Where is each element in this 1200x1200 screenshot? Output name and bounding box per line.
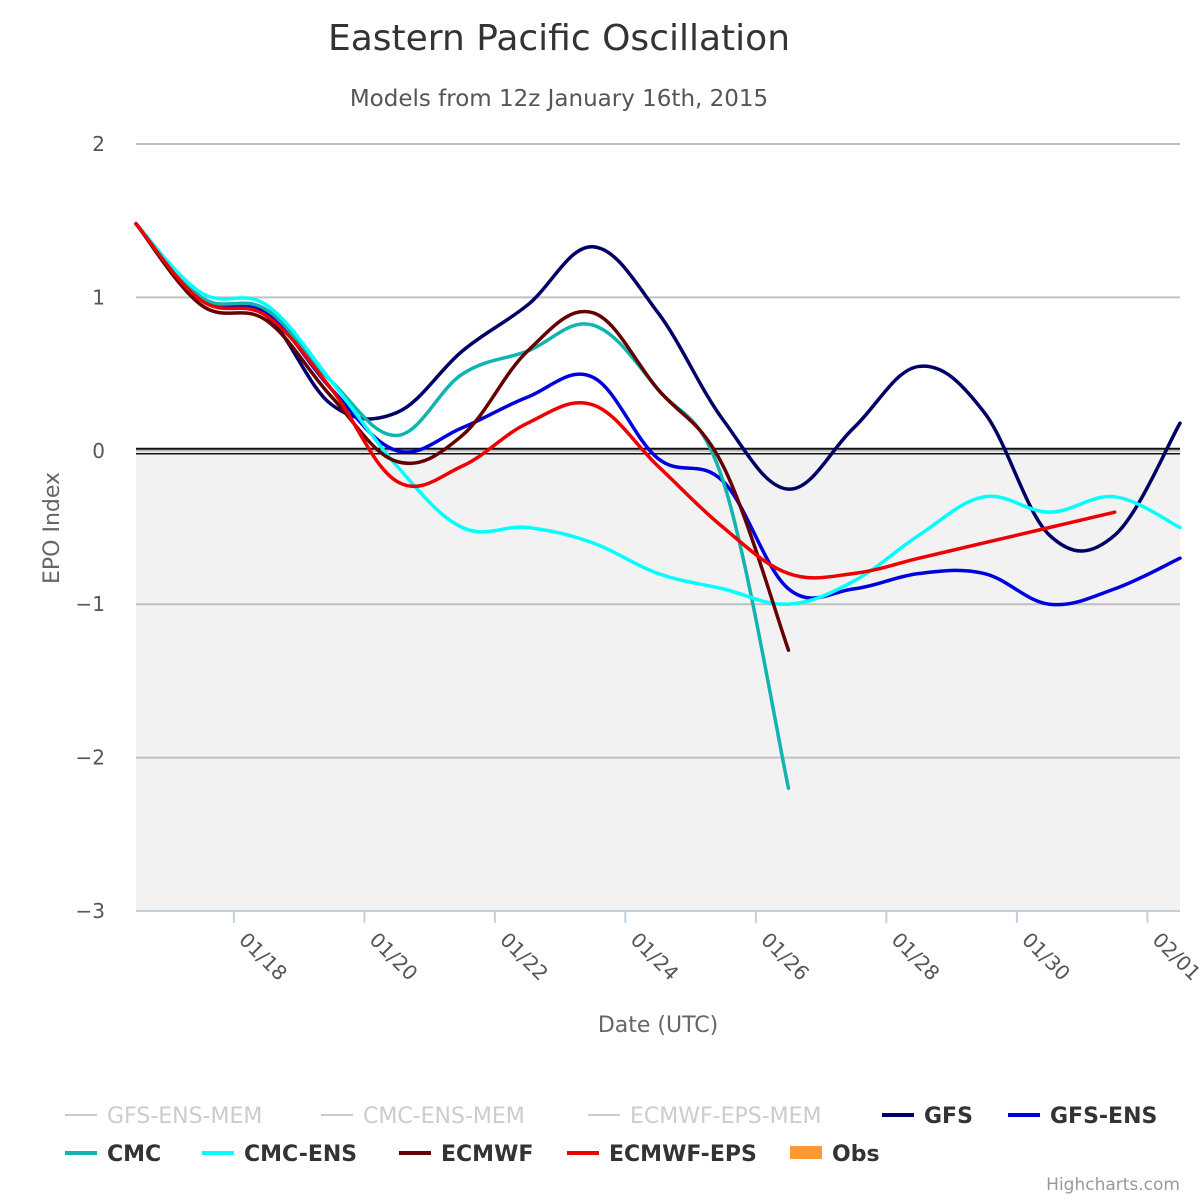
y-axis-title: EPO Index	[40, 472, 65, 584]
y-axis-ticks: 2 1 0 −1 −2 −3	[76, 132, 105, 923]
legend-label-ecmwf: ECMWF	[441, 1142, 533, 1167]
chart-title: Eastern Pacific Oscillation	[328, 18, 790, 59]
chart-subtitle: Models from 12z January 16th, 2015	[350, 86, 768, 112]
y-tick-label: 1	[92, 285, 105, 309]
x-tick-label: 01/24	[626, 928, 684, 986]
negative-band	[136, 450, 1180, 911]
legend-label-gfs-ens: GFS-ENS	[1050, 1104, 1157, 1129]
y-tick-label: −1	[76, 592, 105, 616]
x-axis: 01/18 01/20 01/22 01/24 01/26 01/28 01/30 02/01	[136, 910, 1200, 986]
y-tick-label: 2	[92, 132, 105, 156]
x-tick-label: 01/22	[495, 928, 553, 986]
legend-item-obs[interactable]: Obs	[790, 1142, 880, 1167]
y-tick-label: −3	[76, 899, 105, 923]
x-tick-label: 01/30	[1017, 928, 1075, 986]
legend-item-cmc-ens[interactable]: CMC-ENS	[202, 1142, 357, 1167]
legend-item-gfs[interactable]: GFS	[882, 1104, 973, 1129]
x-tick-label: 01/20	[365, 928, 423, 986]
gridlines	[136, 143, 1180, 759]
legend-symbol-obs	[790, 1146, 822, 1159]
y-tick-label: −2	[76, 746, 105, 770]
legend-label-cmc-ens: CMC-ENS	[244, 1142, 357, 1167]
x-tick-label: 01/28	[887, 928, 945, 986]
y-tick-label: 0	[92, 439, 105, 463]
series-line-gfs	[134, 222, 1182, 553]
x-tick-label: 02/01	[1148, 928, 1200, 986]
legend-label-ecmwf-eps-mem: ECMWF-EPS-MEM	[630, 1104, 822, 1129]
x-axis-title: Date (UTC)	[598, 1013, 718, 1038]
legend-label-gfs-ens-mem: GFS-ENS-MEM	[107, 1104, 262, 1129]
legend: GFS-ENS-MEM CMC-ENS-MEM ECMWF-EPS-MEM GFS GF…	[65, 1104, 1157, 1167]
legend-label-cmc: CMC	[107, 1142, 161, 1167]
series-lines	[134, 222, 1182, 791]
legend-label-gfs: GFS	[924, 1104, 973, 1129]
legend-item-cmc[interactable]: CMC	[65, 1142, 161, 1167]
legend-item-ecmwf-eps-mem[interactable]: ECMWF-EPS-MEM	[588, 1104, 822, 1129]
legend-label-cmc-ens-mem: CMC-ENS-MEM	[363, 1104, 525, 1129]
legend-item-ecmwf-eps[interactable]: ECMWF-EPS	[567, 1142, 757, 1167]
legend-item-gfs-ens[interactable]: GFS-ENS	[1008, 1104, 1157, 1129]
series-line-ecmwf	[134, 222, 791, 652]
series-line-cmc	[134, 222, 791, 791]
series-line-ecmwf-eps	[134, 222, 1117, 580]
legend-item-gfs-ens-mem[interactable]: GFS-ENS-MEM	[65, 1104, 262, 1129]
legend-item-ecmwf[interactable]: ECMWF	[399, 1142, 533, 1167]
plot-area	[136, 450, 1180, 911]
x-tick-label: 01/26	[756, 928, 814, 986]
credits-link[interactable]: Highcharts.com	[1046, 1175, 1180, 1195]
legend-label-ecmwf-eps: ECMWF-EPS	[609, 1142, 757, 1167]
x-tick-label: 01/18	[234, 928, 292, 986]
legend-item-cmc-ens-mem[interactable]: CMC-ENS-MEM	[321, 1104, 525, 1129]
series-line-cmc-ens	[134, 222, 1182, 606]
legend-label-obs: Obs	[832, 1142, 880, 1167]
